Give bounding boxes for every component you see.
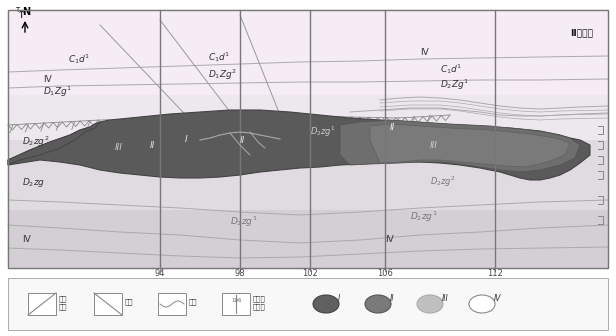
Text: I: I	[338, 294, 340, 303]
Polygon shape	[370, 124, 570, 167]
Text: $D_2zg^2$: $D_2zg^2$	[430, 175, 456, 189]
Text: 界线: 界线	[59, 303, 68, 309]
Polygon shape	[8, 122, 100, 165]
Text: 112: 112	[487, 269, 503, 278]
Text: 地层: 地层	[59, 295, 68, 302]
Text: II: II	[240, 136, 245, 145]
Text: $D_2Zg^1$: $D_2Zg^1$	[440, 78, 469, 92]
Text: 106: 106	[377, 269, 393, 278]
Polygon shape	[8, 140, 608, 210]
Text: III: III	[430, 141, 438, 150]
Text: 98: 98	[235, 269, 245, 278]
Polygon shape	[8, 10, 608, 95]
Text: $D_1Zg^1$: $D_1Zg^1$	[43, 85, 72, 99]
Text: $D_2zg^1$: $D_2zg^1$	[410, 210, 437, 224]
Text: IV: IV	[494, 294, 501, 303]
Bar	[8, 10, 608, 268]
Text: 102: 102	[302, 269, 318, 278]
Text: 勘探线: 勘探线	[253, 295, 265, 302]
Bar	[28, 293, 56, 315]
Text: I: I	[185, 135, 188, 144]
Polygon shape	[8, 110, 590, 180]
Ellipse shape	[365, 295, 391, 313]
Text: $C_1d^1$: $C_1d^1$	[440, 61, 463, 76]
Bar	[94, 293, 122, 315]
Polygon shape	[340, 120, 580, 172]
Text: 106: 106	[231, 298, 241, 303]
Polygon shape	[8, 95, 608, 140]
Text: III: III	[115, 143, 123, 152]
Text: IV: IV	[385, 235, 394, 244]
Text: IV: IV	[420, 48, 429, 57]
Text: $D_2zg$: $D_2zg$	[22, 176, 45, 189]
Bar	[222, 293, 250, 315]
Text: T: T	[15, 7, 19, 13]
Text: ↑: ↑	[17, 10, 26, 20]
Text: II号矿带: II号矿带	[570, 28, 593, 37]
Text: IV: IV	[22, 235, 31, 244]
Bar	[158, 293, 186, 315]
Polygon shape	[8, 210, 608, 268]
Text: 断裂: 断裂	[125, 298, 134, 305]
Text: IV: IV	[43, 75, 52, 84]
Text: II: II	[390, 123, 395, 132]
Ellipse shape	[417, 295, 443, 313]
Text: $C_1d^1$: $C_1d^1$	[68, 53, 91, 67]
Ellipse shape	[469, 295, 495, 313]
Bar	[8, 278, 608, 330]
Text: $D_1Zg^2$: $D_1Zg^2$	[208, 68, 237, 82]
Text: $C_1d^1$: $C_1d^1$	[208, 50, 230, 64]
Text: III: III	[442, 294, 448, 303]
Polygon shape	[8, 10, 608, 268]
Text: II: II	[150, 141, 155, 150]
Text: N: N	[22, 7, 30, 17]
Text: $D_2zg^1$: $D_2zg^1$	[310, 125, 336, 139]
Text: $D_2zg^2$: $D_2zg^2$	[22, 135, 49, 149]
Text: 94: 94	[155, 269, 165, 278]
Ellipse shape	[313, 295, 339, 313]
Text: $D_2zg^1$: $D_2zg^1$	[230, 215, 257, 229]
Text: II: II	[390, 294, 394, 303]
Text: 巷道: 巷道	[189, 298, 198, 305]
Text: 及编号: 及编号	[253, 303, 265, 309]
